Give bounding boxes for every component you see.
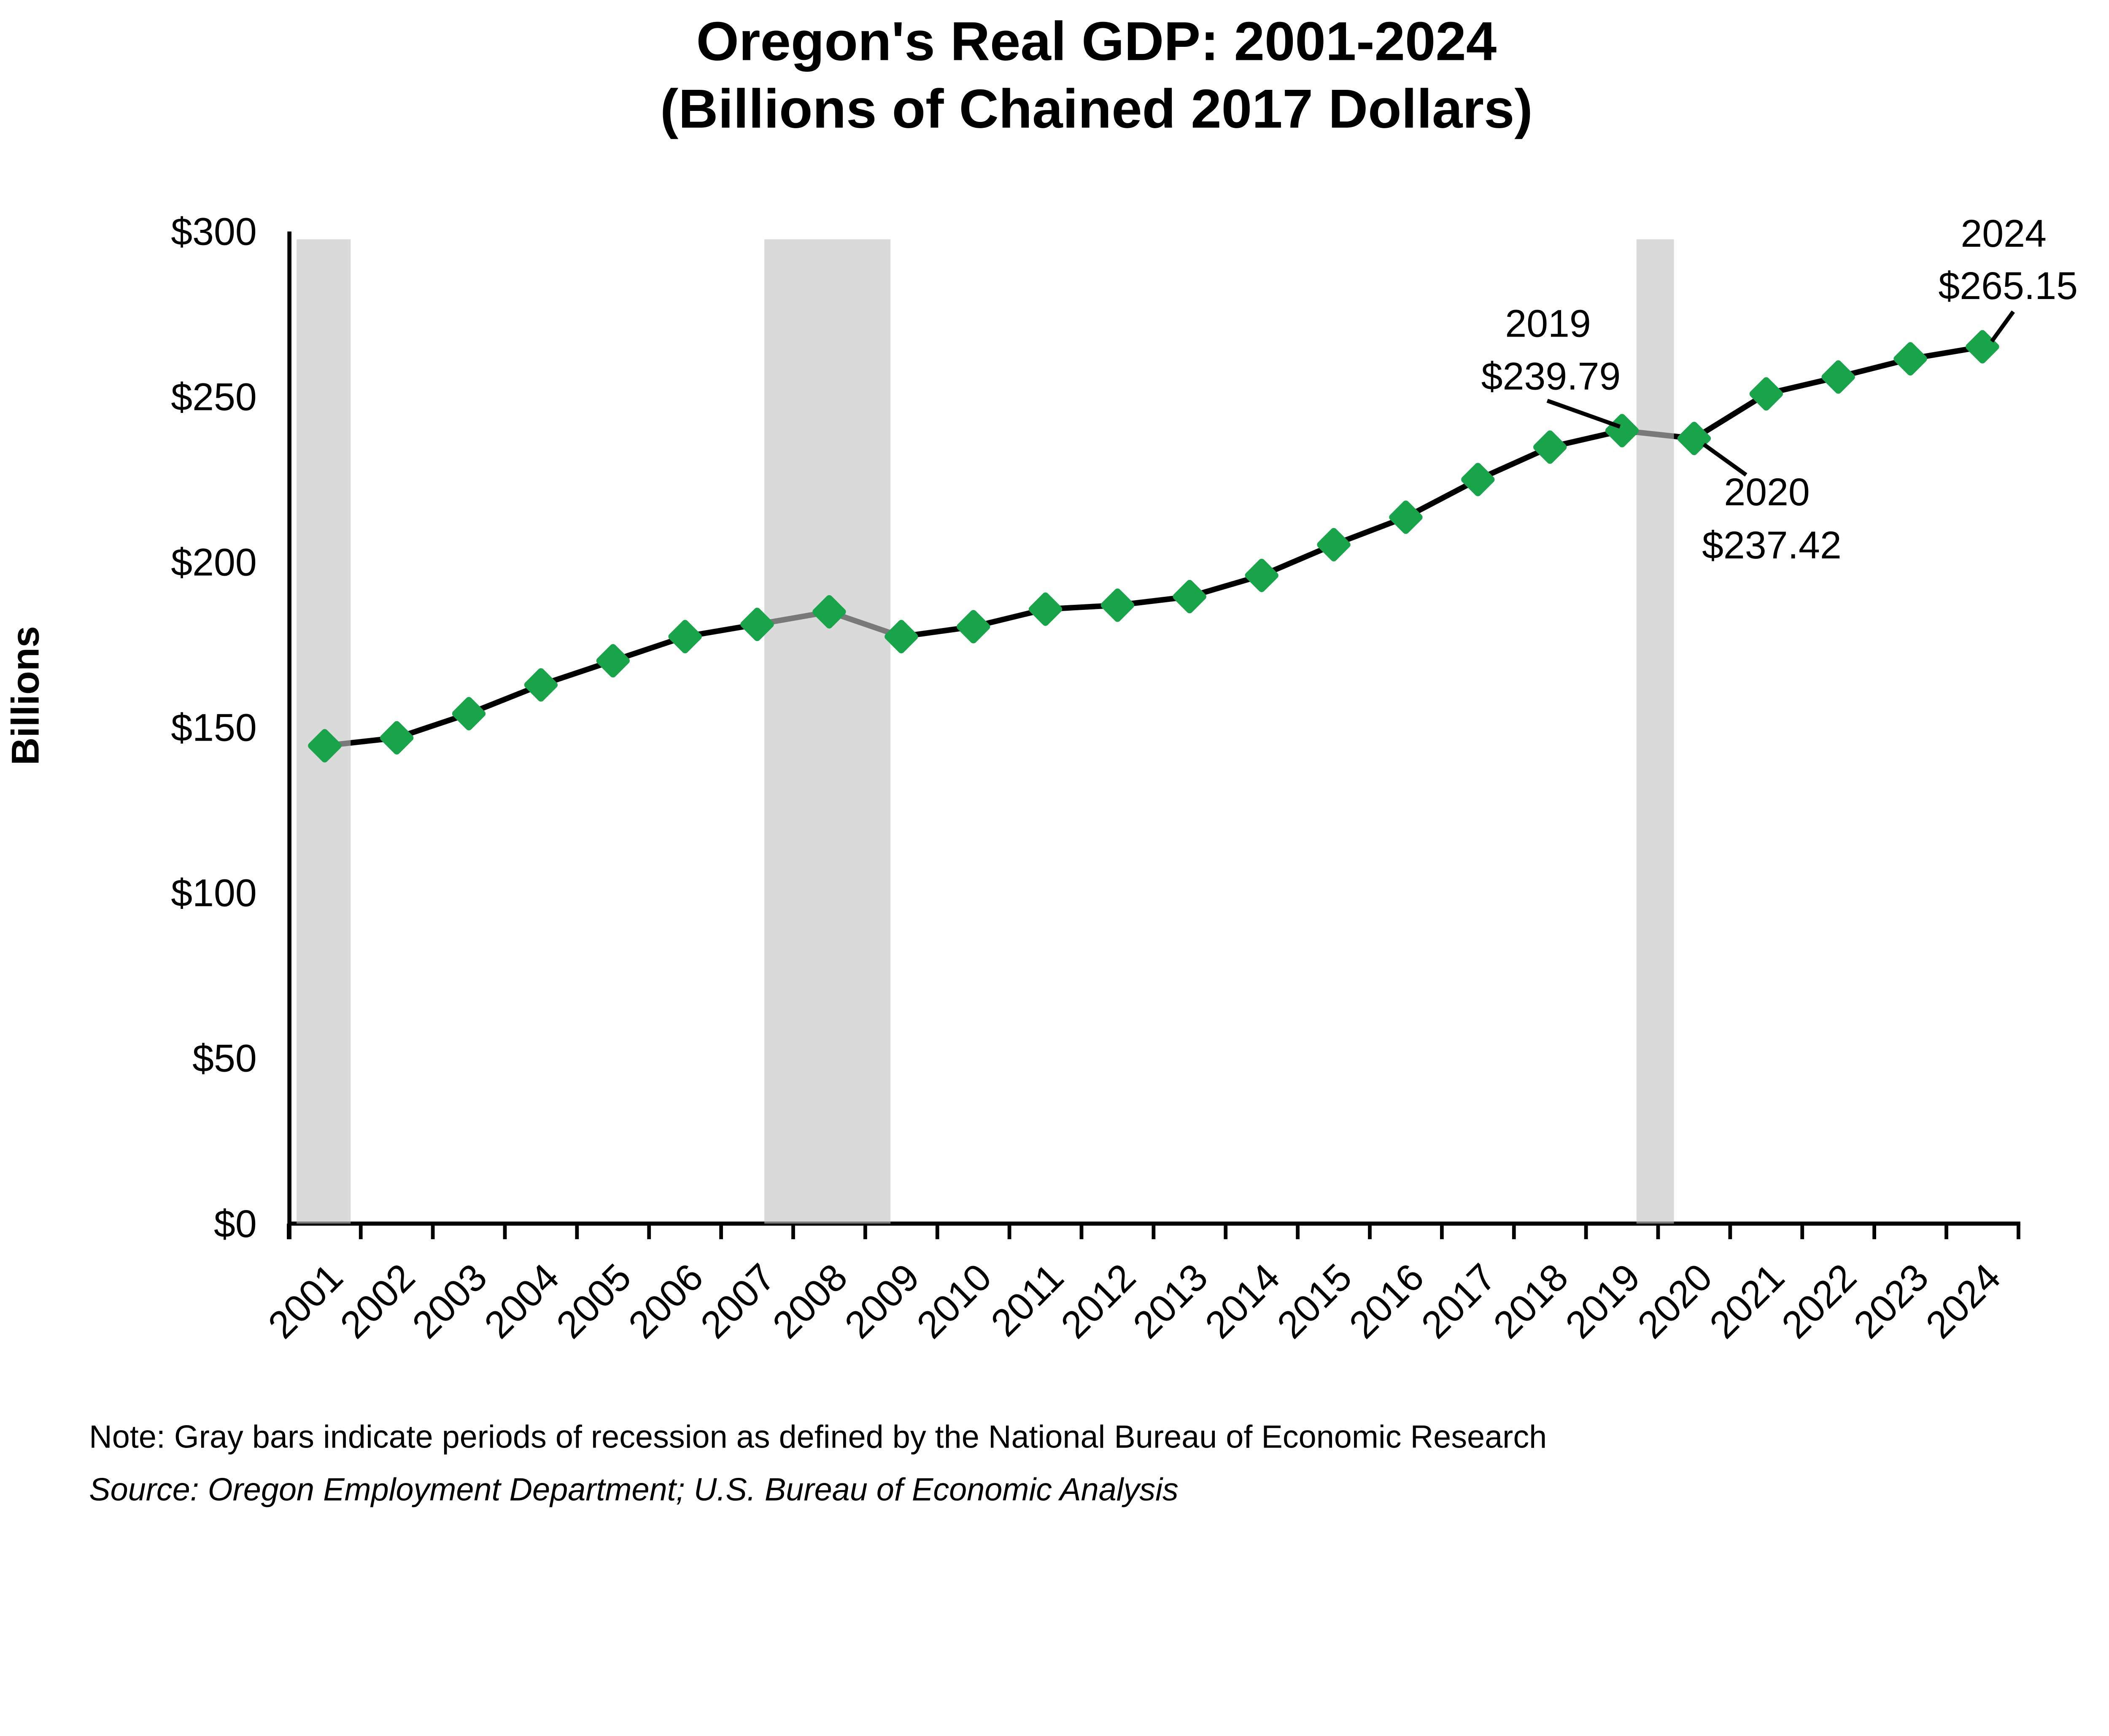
data-point-diamond-2004: [524, 668, 558, 702]
x-year-label: 2019: [1557, 1256, 1648, 1347]
gdp-series-markers: [308, 330, 1999, 763]
recession-bands: [297, 239, 1674, 1224]
x-year-label: 2014: [1197, 1256, 1288, 1347]
data-point-diamond-2022: [1821, 360, 1855, 394]
x-year-label: 2003: [404, 1256, 495, 1347]
recession-band: [1636, 239, 1674, 1224]
x-year-label: 2001: [260, 1256, 351, 1347]
data-point-diamond-2012: [1100, 588, 1135, 622]
recession-band: [764, 239, 891, 1224]
y-axis-ticks: $0 $50 $100 $150 $200 $250 $300: [171, 210, 256, 1245]
data-point-diamond-2005: [596, 644, 630, 678]
data-point-diamond-2013: [1173, 580, 1206, 614]
y-axis-label: Billions: [4, 626, 47, 765]
y-tick-label: $0: [214, 1202, 257, 1245]
y-tick-label: $300: [171, 210, 256, 253]
annotation-2024-leader-line: [1990, 310, 2015, 343]
data-point-diamond-2014: [1245, 558, 1278, 592]
annotation-2024-year: 2024: [1961, 212, 2046, 255]
chart-canvas: Oregon's Real GDP: 2001-2024 (Billions o…: [4, 10, 2078, 1508]
data-point-diamond-2021: [1749, 377, 1783, 411]
annotation-2020-value: $237.42: [1702, 524, 1842, 567]
data-point-diamond-2015: [1317, 528, 1351, 562]
x-year-label: 2023: [1846, 1256, 1937, 1347]
data-point-diamond-2016: [1389, 500, 1423, 534]
x-year-label: 2007: [693, 1256, 784, 1347]
x-year-label: 2011: [983, 1256, 1072, 1345]
source-credit: Source: Oregon Employment Department; U.…: [89, 1472, 1179, 1507]
data-point-diamond-2020: [1677, 421, 1711, 456]
y-tick-label: $250: [171, 376, 256, 419]
y-tick-label: $150: [171, 706, 256, 749]
annotation-2019-leader-line: [1546, 399, 1621, 429]
data-point-diamond-2011: [1028, 592, 1063, 626]
x-year-label: 2020: [1629, 1256, 1721, 1347]
x-year-label: 2015: [1269, 1256, 1360, 1347]
annotation-2020-year: 2020: [1724, 471, 1810, 514]
data-point-diamond-2008: [812, 595, 846, 629]
annotation-2019-year: 2019: [1505, 302, 1591, 345]
x-year-label: 2022: [1774, 1256, 1865, 1347]
x-year-label: 2008: [764, 1256, 855, 1347]
chart-title-line2: (Billions of Chained 2017 Dollars): [660, 78, 1533, 140]
x-year-label: 2009: [836, 1256, 928, 1347]
x-year-label: 2018: [1485, 1256, 1576, 1347]
data-point-diamond-2023: [1893, 342, 1927, 376]
annotation-2019: 2019 $239.79: [1481, 302, 1621, 429]
data-point-diamond-2009: [885, 620, 918, 654]
x-year-label: 2013: [1125, 1256, 1216, 1347]
x-year-label: 2016: [1341, 1256, 1432, 1347]
annotation-2024-value: $265.15: [1938, 264, 2078, 307]
recession-note: Note: Gray bars indicate periods of rece…: [89, 1419, 1547, 1455]
data-point-diamond-2002: [380, 721, 414, 755]
annotation-2024: 2024 $265.15: [1938, 212, 2078, 343]
y-tick-label: $200: [171, 541, 256, 584]
chart-title-line1: Oregon's Real GDP: 2001-2024: [696, 11, 1497, 72]
x-axis-ticks: [286, 1224, 2020, 1240]
data-point-diamond-2006: [668, 620, 702, 654]
x-year-label: 2004: [476, 1256, 567, 1347]
x-year-label: 2002: [332, 1256, 423, 1347]
y-tick-label: $100: [171, 872, 256, 915]
data-point-diamond-2007: [740, 607, 774, 642]
x-year-label: 2012: [1053, 1256, 1144, 1347]
x-year-label: 2024: [1918, 1256, 2009, 1347]
data-point-diamond-2017: [1461, 463, 1495, 496]
annotation-2020-leader-line: [1702, 442, 1748, 477]
data-point-diamond-2001: [308, 729, 342, 763]
data-point-diamond-2024: [1966, 330, 1999, 364]
x-axis-year-labels: 2001200220032004200520062007200820092010…: [260, 1256, 2009, 1347]
x-year-label: 2021: [1702, 1256, 1793, 1347]
data-point-diamond-2019: [1605, 414, 1639, 447]
annotation-2020: 2020 $237.42: [1702, 442, 1842, 567]
x-year-label: 2010: [909, 1256, 1000, 1347]
data-point-diamond-2010: [957, 610, 990, 644]
y-tick-label: $50: [192, 1037, 257, 1080]
gdp-line-chart-figure: Oregon's Real GDP: 2001-2024 (Billions o…: [4, 10, 2078, 1508]
x-year-label: 2006: [620, 1256, 712, 1347]
x-year-label: 2017: [1413, 1256, 1504, 1347]
annotation-2019-value: $239.79: [1481, 355, 1621, 398]
x-year-label: 2005: [548, 1256, 639, 1347]
data-point-diamond-2018: [1533, 430, 1567, 464]
data-point-diamond-2003: [452, 697, 486, 731]
